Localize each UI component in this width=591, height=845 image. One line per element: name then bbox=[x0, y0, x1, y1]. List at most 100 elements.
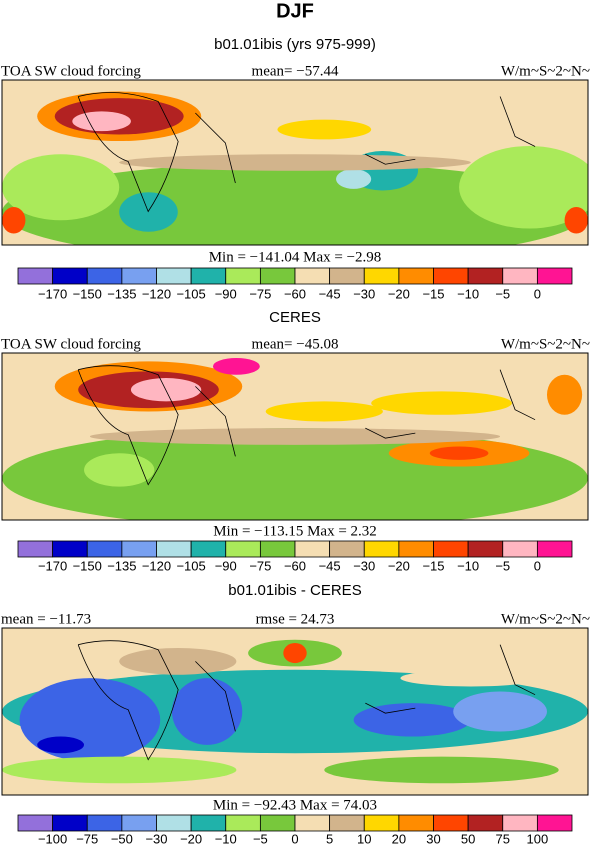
colorbar-box bbox=[294, 267, 331, 285]
colorbar-box bbox=[467, 267, 504, 285]
colorbar-label: −135 bbox=[107, 286, 136, 301]
contour-fill bbox=[277, 119, 372, 140]
colorbar-label: −150 bbox=[73, 286, 102, 301]
contour-fill bbox=[400, 669, 542, 687]
colorbar-label: −120 bbox=[142, 286, 171, 301]
colorbar-box bbox=[156, 267, 192, 285]
left-label: TOA SW cloud forcing bbox=[1, 63, 141, 79]
colorbar-label: −120 bbox=[142, 558, 171, 573]
colorbar-label: −5 bbox=[495, 558, 510, 573]
contour-fill bbox=[429, 446, 489, 460]
colorbar-label: −20 bbox=[180, 831, 202, 845]
right-label: W/m~S~2~N~ bbox=[501, 336, 590, 352]
colorbar-box bbox=[502, 540, 538, 558]
colorbar-label: 50 bbox=[461, 831, 475, 845]
contour-fill bbox=[119, 154, 471, 171]
colorbar-box bbox=[190, 267, 227, 285]
colorbar-box bbox=[225, 540, 261, 558]
map-frame bbox=[1, 352, 589, 521]
contour-fill bbox=[37, 736, 85, 754]
map-frame bbox=[1, 79, 589, 246]
colorbar-label: 75 bbox=[496, 831, 510, 845]
colorbar-box bbox=[502, 814, 538, 832]
contour-fill bbox=[2, 756, 237, 784]
colorbar-box bbox=[294, 814, 331, 832]
colorbar-box bbox=[52, 540, 88, 558]
colorbar-box bbox=[363, 267, 400, 285]
colorbar-label: −105 bbox=[176, 558, 205, 573]
contour-fill bbox=[265, 401, 383, 422]
colorbar-label: −170 bbox=[38, 558, 67, 573]
left-label: mean = −11.73 bbox=[1, 611, 91, 627]
center-label: mean= −57.44 bbox=[252, 63, 339, 79]
colorbar-box bbox=[86, 540, 123, 558]
colorbar-label: −10 bbox=[215, 831, 237, 845]
min-max: Min = −141.04 Max = −2.98 bbox=[209, 249, 382, 265]
min-max: Min = −113.15 Max = 2.32 bbox=[213, 523, 377, 539]
contour-fill bbox=[353, 703, 471, 737]
colorbar-label: −60 bbox=[284, 286, 306, 301]
colorbar-box bbox=[17, 814, 54, 832]
colorbar-label: −75 bbox=[249, 286, 271, 301]
colorbar-label: −15 bbox=[422, 286, 444, 301]
colorbar-box bbox=[467, 814, 504, 832]
colorbar-box bbox=[433, 540, 469, 558]
contour-fill bbox=[72, 111, 131, 132]
colorbar-label: −10 bbox=[457, 286, 479, 301]
contour-fill bbox=[336, 169, 372, 189]
right-label: W/m~S~2~N~ bbox=[501, 611, 590, 627]
colorbar-box bbox=[363, 540, 400, 558]
colorbar-box bbox=[86, 267, 123, 285]
colorbar-box bbox=[259, 267, 296, 285]
colorbar-box bbox=[225, 267, 261, 285]
panel-title: b01.01ibis - CERES bbox=[228, 582, 361, 599]
contour-fill bbox=[324, 756, 559, 784]
contour-fill bbox=[2, 207, 26, 234]
contour-fill bbox=[171, 678, 243, 745]
colorbar-box bbox=[52, 814, 88, 832]
colorbar-label: −30 bbox=[353, 286, 375, 301]
colorbar-box bbox=[536, 540, 573, 558]
colorbar-label: −60 bbox=[284, 558, 306, 573]
coastline bbox=[77, 640, 536, 761]
colorbar-box bbox=[502, 267, 538, 285]
colorbar-label: 100 bbox=[527, 831, 549, 845]
colorbar-box bbox=[536, 267, 573, 285]
colorbar-label: −15 bbox=[422, 558, 444, 573]
contour-fill bbox=[119, 192, 178, 232]
map bbox=[2, 628, 588, 795]
panel-title: b01.01ibis (yrs 975-999) bbox=[214, 36, 376, 53]
colorbar-box bbox=[398, 267, 434, 285]
colorbar-label: −20 bbox=[388, 558, 410, 573]
colorbar-label: 0 bbox=[534, 558, 541, 573]
colorbar-box bbox=[225, 814, 261, 832]
colorbar-label: −10 bbox=[457, 558, 479, 573]
colorbar-label: −100 bbox=[38, 831, 67, 845]
colorbar-label: −90 bbox=[215, 286, 237, 301]
colorbar-label: −135 bbox=[107, 558, 136, 573]
colorbar-box bbox=[121, 267, 157, 285]
map-frame bbox=[1, 627, 589, 796]
colorbar-box bbox=[294, 540, 331, 558]
coastline bbox=[77, 365, 536, 486]
colorbar-label: −30 bbox=[145, 831, 167, 845]
center-label: rmse = 24.73 bbox=[256, 611, 335, 627]
colorbar-box bbox=[17, 540, 54, 558]
contour-fill bbox=[2, 154, 120, 221]
colorbar-box bbox=[329, 267, 365, 285]
colorbar-box bbox=[398, 814, 434, 832]
colorbar-label: −45 bbox=[319, 558, 341, 573]
colorbar-label: 5 bbox=[326, 831, 333, 845]
contour-fill bbox=[89, 428, 501, 445]
colorbar-box bbox=[536, 814, 573, 832]
colorbar-box bbox=[190, 540, 227, 558]
colorbar-box bbox=[259, 540, 296, 558]
colorbar-label: −50 bbox=[111, 831, 133, 845]
colorbar-label: −30 bbox=[353, 558, 375, 573]
colorbar-label: −5 bbox=[495, 286, 510, 301]
colorbar-box bbox=[259, 814, 296, 832]
contour-fill bbox=[546, 374, 583, 415]
colorbar-box bbox=[398, 540, 434, 558]
colorbar-box bbox=[17, 267, 54, 285]
colorbar-box bbox=[156, 540, 192, 558]
